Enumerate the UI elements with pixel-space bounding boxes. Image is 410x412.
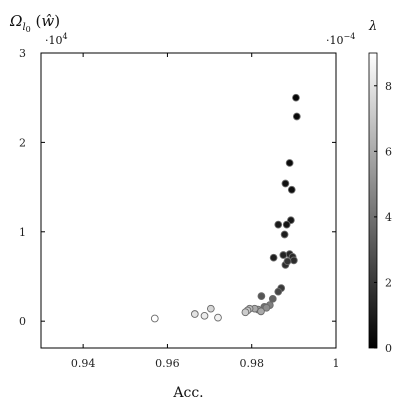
data-point [285,159,294,167]
data-point [283,257,292,266]
data-point [274,220,283,229]
x-tick-label: 0.98 [239,357,264,370]
colorbar-tick-label: 2 [385,276,392,289]
data-point [150,314,159,323]
y-tick-label: 3 [19,47,26,60]
colorbar-tick-label: 0 [385,342,392,355]
data-point [241,308,250,317]
data-point [257,307,265,316]
colorbar-label: λ [368,19,377,34]
x-tick-label: 0.96 [155,357,180,370]
data-point [282,220,291,229]
data-point [269,253,278,262]
y-axis-ticks: 0 1 2 3 [19,47,336,328]
x-tick-label: 0.94 [71,357,96,370]
colorbar [368,52,378,349]
x-axis-ticks: 0.94 0.96 0.98 1 [71,53,340,370]
colorbar-ticks: 0 2 4 6 8 [374,80,392,355]
colorbar-tick-label: 6 [385,145,392,158]
data-point [190,310,199,318]
plot-area [40,52,337,349]
data-point [292,93,300,102]
data-point [280,230,289,239]
data-point [200,311,209,320]
data-point [279,251,288,259]
data-point [257,292,266,301]
data-point [214,313,222,322]
colorbar-tick-label: 8 [385,80,392,93]
data-points [150,93,301,323]
colorbar-tick-label: 4 [385,211,392,224]
data-point [281,179,290,188]
y-axis-label: Ωl0 (ŵ) [9,12,60,34]
y-tick-label: 0 [19,315,26,328]
x-axis-label: Acc. [172,385,203,401]
data-point [206,304,215,313]
data-point [274,287,283,296]
y-tick-label: 1 [19,226,26,239]
x-tick-label: 1 [333,357,340,370]
data-point [262,303,271,312]
y-tick-label: 2 [19,136,26,149]
data-point [290,256,298,265]
y-axis-multiplier: ·104 [45,32,68,47]
colorbar-multiplier: ·10−4 [326,32,355,47]
data-point [287,185,296,194]
data-point [292,112,301,121]
data-point [268,294,277,303]
